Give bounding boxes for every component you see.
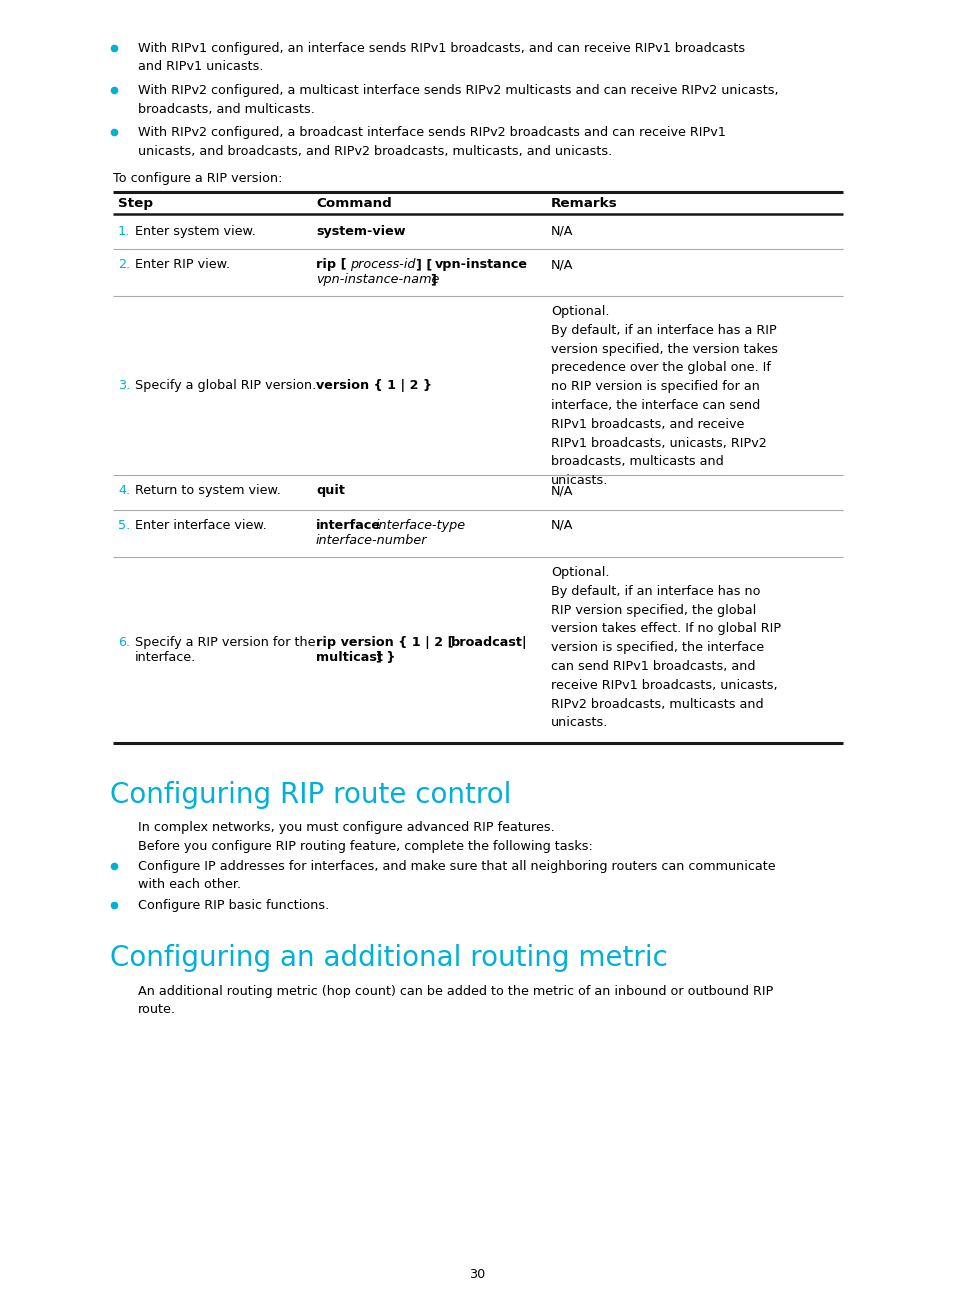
Text: To configure a RIP version:: To configure a RIP version: bbox=[112, 172, 282, 185]
Text: interface: interface bbox=[315, 518, 380, 531]
Text: Optional.
By default, if an interface has no
RIP version specified, the global
v: Optional. By default, if an interface ha… bbox=[551, 566, 781, 730]
Text: Enter RIP view.: Enter RIP view. bbox=[135, 258, 230, 271]
Text: 5.: 5. bbox=[118, 518, 131, 531]
Text: With RIPv1 configured, an interface sends RIPv1 broadcasts, and can receive RIPv: With RIPv1 configured, an interface send… bbox=[138, 41, 744, 74]
Text: ] }: ] } bbox=[375, 651, 395, 664]
Text: system-view: system-view bbox=[315, 226, 405, 238]
Text: interface-type: interface-type bbox=[375, 518, 466, 531]
Text: Command: Command bbox=[315, 197, 392, 210]
Text: version { 1 | 2 }: version { 1 | 2 } bbox=[315, 378, 432, 391]
Text: ] [: ] [ bbox=[416, 258, 432, 271]
Text: N/A: N/A bbox=[551, 483, 573, 496]
Text: Return to system view.: Return to system view. bbox=[135, 483, 280, 496]
Text: N/A: N/A bbox=[551, 226, 573, 238]
Text: interface-number: interface-number bbox=[315, 534, 427, 547]
Text: Enter interface view.: Enter interface view. bbox=[135, 518, 267, 531]
Text: N/A: N/A bbox=[551, 258, 573, 271]
Text: With RIPv2 configured, a broadcast interface sends RIPv2 broadcasts and can rece: With RIPv2 configured, a broadcast inter… bbox=[138, 126, 725, 158]
Text: |: | bbox=[520, 636, 525, 649]
Text: Specify a global RIP version.: Specify a global RIP version. bbox=[135, 378, 315, 391]
Text: quit: quit bbox=[315, 483, 345, 496]
Text: An additional routing metric (hop count) can be added to the metric of an inboun: An additional routing metric (hop count)… bbox=[138, 985, 773, 1016]
Text: 6.: 6. bbox=[118, 636, 130, 649]
Text: Remarks: Remarks bbox=[551, 197, 618, 210]
Text: Configure IP addresses for interfaces, and make sure that all neighboring router: Configure IP addresses for interfaces, a… bbox=[138, 861, 775, 892]
Text: In complex networks, you must configure advanced RIP features.: In complex networks, you must configure … bbox=[138, 820, 554, 835]
Text: multicast: multicast bbox=[315, 651, 382, 664]
Text: rip [: rip [ bbox=[315, 258, 346, 271]
Text: vpn-instance: vpn-instance bbox=[435, 258, 527, 271]
Text: Step: Step bbox=[118, 197, 153, 210]
Text: Configuring RIP route control: Configuring RIP route control bbox=[110, 781, 511, 809]
Text: 3.: 3. bbox=[118, 378, 131, 391]
Text: Enter system view.: Enter system view. bbox=[135, 226, 255, 238]
Text: 1.: 1. bbox=[118, 226, 131, 238]
Text: vpn-instance-name: vpn-instance-name bbox=[315, 273, 439, 286]
Text: 30: 30 bbox=[468, 1267, 485, 1280]
Text: Configuring an additional routing metric: Configuring an additional routing metric bbox=[110, 945, 667, 972]
Text: Optional.
By default, if an interface has a RIP
version specified, the version t: Optional. By default, if an interface ha… bbox=[551, 305, 778, 487]
Text: process-id: process-id bbox=[350, 258, 416, 271]
Text: interface.: interface. bbox=[135, 651, 196, 664]
Text: 2.: 2. bbox=[118, 258, 130, 271]
Text: With RIPv2 configured, a multicast interface sends RIPv2 multicasts and can rece: With RIPv2 configured, a multicast inter… bbox=[138, 84, 778, 115]
Text: Specify a RIP version for the: Specify a RIP version for the bbox=[135, 636, 315, 649]
Text: broadcast: broadcast bbox=[451, 636, 522, 649]
Text: N/A: N/A bbox=[551, 518, 573, 531]
Text: Before you configure RIP routing feature, complete the following tasks:: Before you configure RIP routing feature… bbox=[138, 840, 592, 853]
Text: rip version { 1 | 2 [: rip version { 1 | 2 [ bbox=[315, 636, 453, 649]
Text: Configure RIP basic functions.: Configure RIP basic functions. bbox=[138, 899, 329, 912]
Text: 4.: 4. bbox=[118, 483, 130, 496]
Text: ]: ] bbox=[430, 273, 436, 286]
